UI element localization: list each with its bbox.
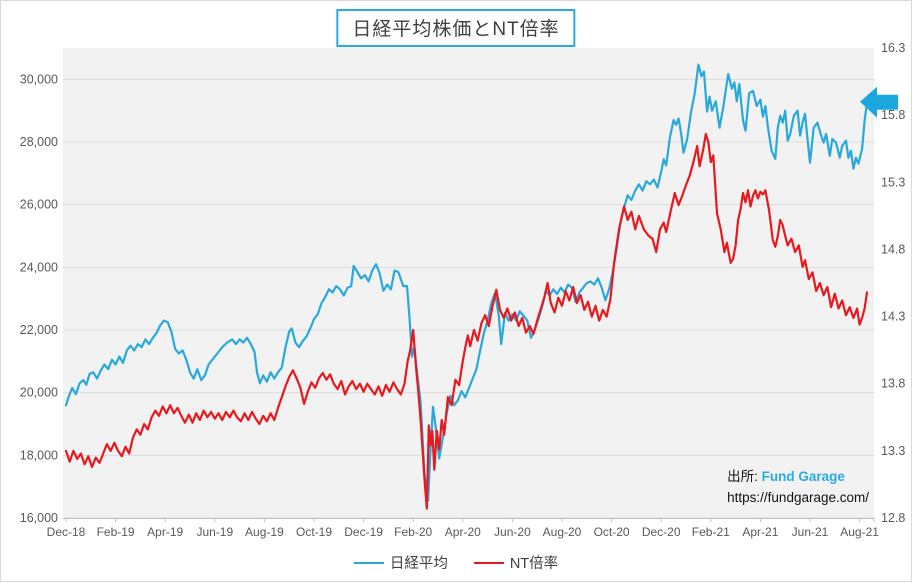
x-tick-label: Jun-19 [196, 525, 233, 539]
x-tick-label: Oct-19 [296, 525, 332, 539]
nikkei-line-swatch-icon [353, 561, 384, 564]
nt-line-swatch-icon [473, 561, 504, 564]
legend-item-nikkei: 日経平均 [353, 552, 448, 573]
y-right-tick-label: 14.3 [881, 310, 905, 324]
x-tick-label: Jun-20 [494, 525, 531, 539]
legend-label-nikkei: 日経平均 [389, 556, 448, 572]
y-left-tick-label: 30,000 [20, 72, 58, 86]
x-tick-label: Feb-20 [394, 525, 432, 539]
x-tick-label: Dec-19 [344, 525, 383, 539]
y-right-tick-label: 15.3 [881, 175, 905, 189]
x-tick-label: Apr-19 [147, 525, 183, 539]
y-left-tick-label: 16,000 [20, 511, 58, 525]
y-right-tick-label: 12.8 [881, 511, 905, 525]
latest-value-arrow-icon [860, 86, 898, 118]
x-tick-label: Apr-21 [742, 525, 778, 539]
y-left-tick-label: 24,000 [20, 260, 58, 274]
x-tick-label: Dec-20 [642, 525, 681, 539]
y-left-tick-label: 20,000 [20, 386, 58, 400]
y-left-tick-label: 26,000 [20, 198, 58, 212]
x-tick-label: Feb-19 [97, 525, 135, 539]
chart-legend: 日経平均 NT倍率 [1, 552, 911, 573]
y-right-tick-label: 13.8 [881, 377, 905, 391]
plot-area [63, 48, 874, 518]
x-tick-label: Aug-20 [543, 525, 582, 539]
x-tick-label: Apr-20 [445, 525, 481, 539]
y-left-tick-label: 22,000 [20, 323, 58, 337]
y-right-tick-label: 13.3 [881, 444, 905, 458]
series-line-right [64, 132, 869, 510]
x-tick-label: Oct-20 [594, 525, 630, 539]
x-tick-label: Aug-19 [245, 525, 284, 539]
x-tick-label: Jun-21 [792, 525, 829, 539]
x-tick-label: Dec-18 [47, 525, 86, 539]
y-right-tick-label: 14.8 [881, 242, 905, 256]
y-left-tick-label: 28,000 [20, 135, 58, 149]
source-url: https://fundgarage.com/ [727, 489, 869, 505]
chart-title: 日経平均株価とNT倍率 [336, 9, 576, 47]
legend-item-nt: NT倍率 [473, 552, 559, 573]
source-note: 出所: Fund Garage https://fundgarage.com/ [727, 467, 869, 509]
source-prefix: 出所: [727, 469, 762, 484]
legend-label-nt: NT倍率 [509, 556, 559, 572]
y-right-tick-label: 16.3 [881, 41, 905, 55]
x-tick-label: Feb-21 [692, 525, 730, 539]
y-right-tick-label: 15.8 [881, 108, 905, 122]
y-left-tick-label: 18,000 [20, 448, 58, 462]
series-line-left [64, 63, 869, 502]
source-line: 出所: Fund Garage [727, 467, 869, 488]
x-tick-label: Aug-21 [840, 525, 879, 539]
source-brand: Fund Garage [761, 469, 845, 484]
